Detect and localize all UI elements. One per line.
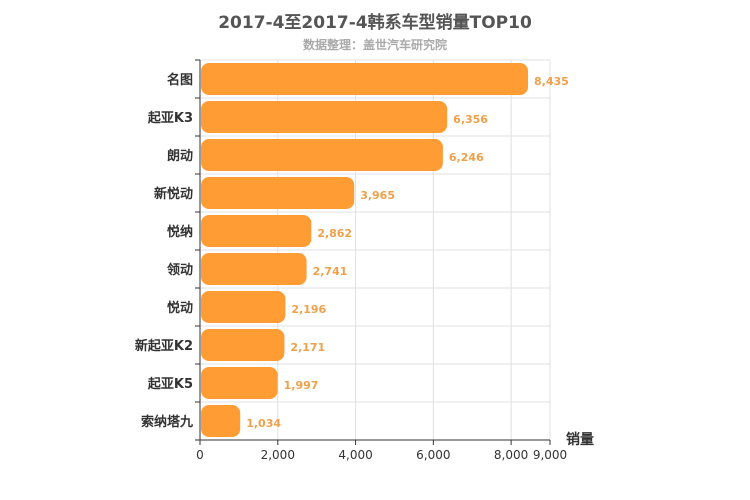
chart-title: 2017-4至2017-4韩系车型销量TOP10 — [218, 13, 532, 33]
x-tick-label: 2,000 — [261, 448, 295, 462]
bar — [201, 101, 448, 133]
x-axis-name: 销量 — [566, 431, 594, 448]
bar — [201, 215, 312, 247]
x-tick-label: 6,000 — [416, 448, 450, 462]
labels: 8,435 名图 6,356 起亚K3 6,246 朗动 3,965 新悦动 2,862 悦纳 2,… — [135, 72, 569, 462]
bar — [201, 405, 241, 437]
category-label: 名图 — [167, 72, 193, 88]
bar — [201, 367, 278, 399]
bar — [201, 63, 529, 95]
bar — [201, 139, 443, 171]
x-tick-label: 4,000 — [338, 448, 372, 462]
bar — [201, 291, 286, 323]
chart-subtitle: 数据整理：盖世汽车研究院 — [302, 38, 447, 52]
bar-value-label: 2,171 — [290, 341, 325, 354]
axes — [195, 59, 551, 445]
category-label: 悦纳 — [167, 224, 193, 240]
category-label: 悦动 — [167, 300, 193, 316]
bar-value-label: 2,862 — [317, 227, 352, 240]
category-label: 新悦动 — [154, 186, 193, 202]
bar — [201, 253, 307, 285]
bar-value-label: 6,246 — [449, 151, 484, 164]
bar-value-label: 1,034 — [246, 417, 281, 430]
bars — [201, 63, 529, 437]
x-tick-label: 0 — [196, 448, 204, 462]
category-label: 新起亚K2 — [135, 338, 193, 354]
bar-value-label: 1,997 — [284, 379, 319, 392]
bar-value-label: 2,741 — [313, 265, 348, 278]
category-label: 起亚K3 — [147, 110, 193, 126]
bar-value-label: 6,356 — [453, 113, 488, 126]
bar-value-label: 8,435 — [534, 75, 569, 88]
category-label: 起亚K5 — [147, 376, 193, 392]
bar-value-label: 2,196 — [291, 303, 326, 316]
category-label: 领动 — [167, 262, 193, 278]
bar — [201, 329, 285, 361]
x-tick-label: 9,000 — [533, 448, 567, 462]
grid-lines — [200, 59, 551, 441]
bar — [201, 177, 355, 209]
category-label: 朗动 — [167, 148, 193, 164]
category-label: 索纳塔九 — [141, 414, 193, 430]
x-tick-label: 8,000 — [494, 448, 528, 462]
bar-value-label: 3,965 — [360, 189, 395, 202]
